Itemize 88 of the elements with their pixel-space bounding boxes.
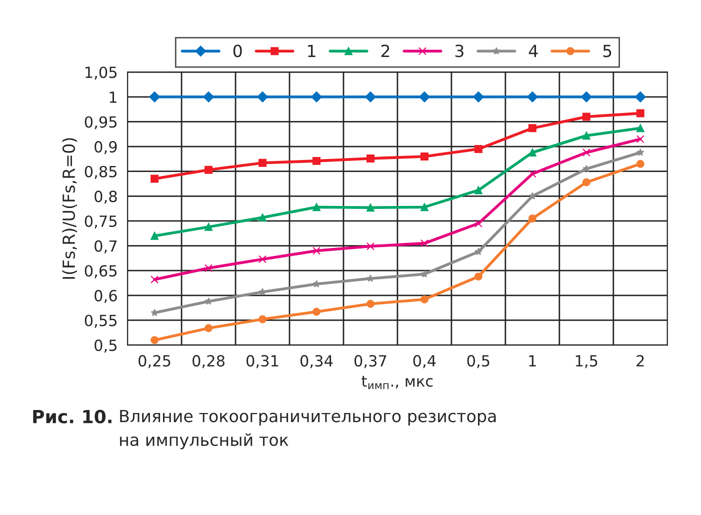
point — [258, 214, 267, 222]
point — [312, 280, 320, 288]
x-tick-label: 2 — [636, 355, 644, 366]
point — [311, 91, 322, 102]
x-tick-label: 0,31 — [246, 355, 278, 368]
point — [636, 160, 644, 168]
point — [366, 242, 374, 250]
y-tick-label: 1 — [110, 92, 116, 103]
point — [312, 203, 320, 212]
y-tick-label: 0,95 — [84, 116, 117, 130]
point — [204, 324, 213, 332]
point — [474, 248, 482, 256]
point — [636, 148, 644, 156]
x-tick-label: 0,4 — [413, 355, 436, 368]
point — [636, 109, 644, 118]
point — [312, 156, 320, 165]
point — [366, 300, 374, 308]
point — [258, 255, 267, 264]
point — [204, 222, 213, 231]
y-tick-label: 0,5 — [94, 340, 117, 353]
point — [636, 124, 644, 132]
legend-label: 0 — [233, 44, 242, 58]
y-tick-label: 0,7 — [94, 240, 117, 254]
y-axis-title: I(Fs,R)/U(Fs,R=0) — [62, 138, 78, 279]
point — [420, 239, 428, 248]
point — [582, 132, 590, 140]
point — [204, 166, 213, 174]
point — [473, 91, 484, 102]
point — [257, 91, 268, 102]
point — [420, 203, 428, 212]
point — [150, 336, 159, 344]
x-tick-label: 0,25 — [138, 355, 170, 368]
legend-label: 1 — [308, 44, 316, 57]
x-tick-label: 1,5 — [576, 355, 598, 368]
x-tick-label: 1 — [529, 355, 536, 366]
point — [204, 264, 213, 272]
x-tick-label: 0,37 — [354, 355, 386, 368]
y-tick-label: 0,9 — [94, 141, 117, 154]
point — [365, 91, 376, 102]
legend-label: 2 — [381, 44, 390, 57]
point — [528, 124, 536, 132]
y-tick-label: 0,6 — [94, 290, 117, 304]
x-tick-label: 0,28 — [192, 355, 225, 368]
text: Рис. 10. — [33, 410, 112, 424]
point — [258, 315, 267, 324]
point — [528, 192, 536, 200]
point — [474, 145, 482, 154]
legend-label: 5 — [603, 44, 612, 58]
y-tick-label: 0,55 — [84, 314, 117, 328]
point — [258, 288, 266, 296]
point — [634, 91, 646, 102]
point — [366, 154, 374, 162]
point — [419, 91, 430, 102]
x-axis-title: t$_{имп}$., мкс — [362, 376, 433, 390]
point — [528, 170, 536, 178]
point — [636, 135, 644, 144]
point — [580, 91, 592, 102]
point — [150, 232, 159, 240]
point — [526, 91, 538, 102]
point — [149, 91, 160, 102]
x-tick-label: 0,34 — [300, 355, 333, 368]
point — [150, 174, 159, 183]
point — [312, 246, 320, 255]
y-tick-label: 0,85 — [84, 166, 117, 179]
y-tick-label: 0,8 — [94, 190, 117, 204]
y-tick-label: 0,75 — [84, 215, 117, 229]
point — [258, 158, 267, 167]
text: Влияние токоограничительного резистора на импульсный ток — [120, 410, 496, 450]
y-tick-label: 1,05 — [86, 66, 117, 80]
point — [582, 178, 590, 186]
point — [203, 91, 214, 102]
x-tick-label: 0,5 — [467, 355, 490, 368]
point — [150, 276, 159, 284]
point — [528, 148, 536, 156]
point — [582, 112, 590, 121]
legend-label: 3 — [455, 44, 464, 58]
point — [474, 272, 482, 281]
y-tick-label: 0,65 — [84, 265, 117, 278]
point — [582, 148, 590, 156]
point — [474, 219, 482, 228]
point — [366, 204, 374, 212]
point — [420, 152, 428, 160]
legend-label: 4 — [528, 44, 538, 57]
point — [420, 295, 428, 304]
point — [474, 186, 482, 194]
point — [150, 308, 158, 316]
point — [312, 308, 320, 316]
point — [528, 214, 536, 222]
